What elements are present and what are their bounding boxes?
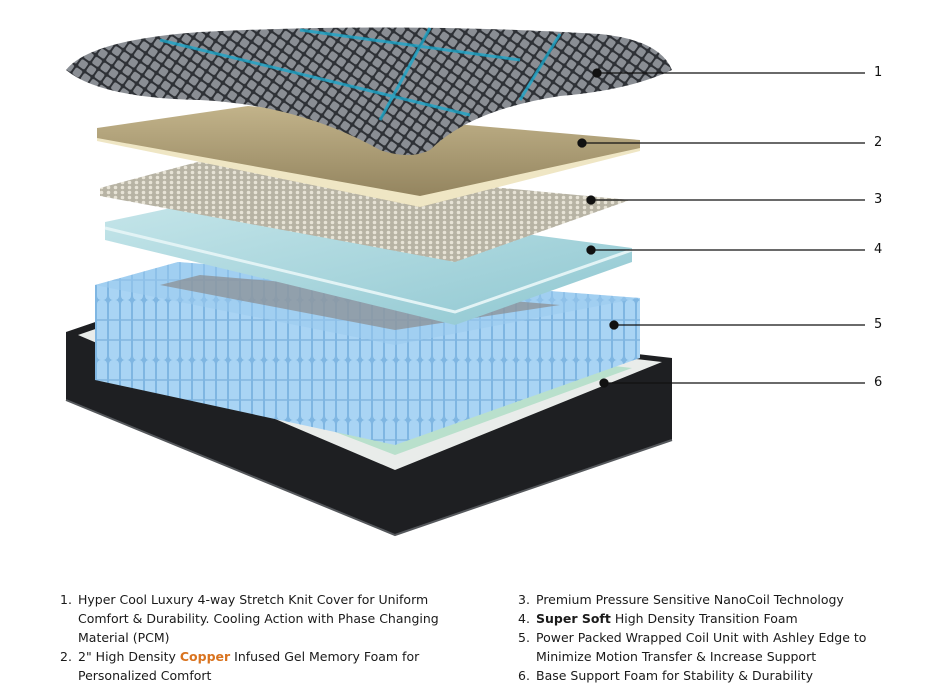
feature-item: 6. Base Support Foam for Stability & Dura… [518,668,814,683]
layer-2-copper-gel-foam [97,106,640,207]
features-list-left: 1. Hyper Cool Luxury 4-way Stretch Knit C… [60,590,480,685]
feature-item: 3. Premium Pressure Sensitive NanoCoil Te… [518,592,844,607]
feature-item: 1. Hyper Cool Luxury 4-way Stretch Knit C… [60,592,439,645]
super-soft-highlight: Super Soft [536,611,611,626]
layer-3-nanocoil [100,160,630,262]
feature-item: 2. 2" High Density Copper Infused Gel Mem… [60,649,420,683]
features-list-right: 3. Premium Pressure Sensitive NanoCoil Te… [518,590,898,685]
callout-4: 4 [874,242,883,257]
callout-6: 6 [874,375,883,390]
layer-4-transition-foam [104,195,633,325]
feature-item: 4. Super Soft High Density Transition Foa… [518,611,798,626]
copper-highlight: Copper [179,649,231,664]
callout-lines [577,68,865,388]
feature-text: Hyper Cool Luxury 4-way Stretch Knit Cov… [78,592,439,645]
callout-2: 2 [874,135,883,150]
mattress-layers-illustration [65,27,865,537]
callout-3: 3 [874,192,883,207]
callout-5: 5 [874,317,883,332]
layer-1-knit-cover [66,27,672,156]
callout-1: 1 [874,65,883,80]
feature-item: 5. Power Packed Wrapped Coil Unit with As… [518,630,867,664]
